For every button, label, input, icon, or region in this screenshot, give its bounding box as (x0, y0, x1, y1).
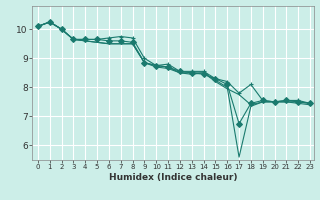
X-axis label: Humidex (Indice chaleur): Humidex (Indice chaleur) (108, 173, 237, 182)
